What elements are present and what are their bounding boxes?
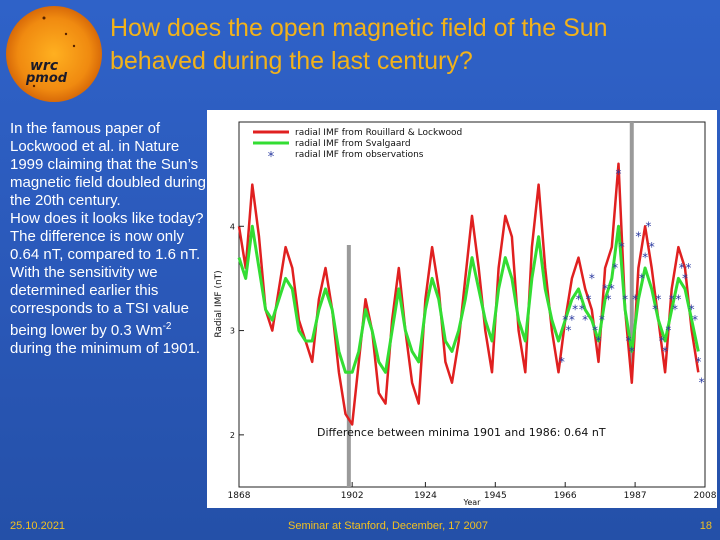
obs-point: * (582, 313, 588, 327)
obs-point: * (699, 376, 705, 390)
legend-entry-3: radial IMF from observations (295, 150, 424, 160)
obs-point: * (632, 292, 638, 306)
x-tick-label-1868: 1868 (228, 491, 251, 501)
logo-line1: wrc (30, 58, 59, 74)
x-axis-label: Year (463, 498, 482, 507)
footer-date: 25.10.2021 (10, 520, 66, 532)
body-text: In the famous paper of Lockwood et al. i… (10, 120, 206, 358)
body-paragraph-4: With the sensitivity we determined earli… (10, 264, 206, 358)
obs-point: * (669, 292, 675, 306)
body-paragraph-4-b: during the minimum of 1901. (10, 340, 201, 357)
minimum-marker-bar-1986 (629, 122, 634, 367)
series-line-rouillard-lockwood (237, 162, 700, 426)
obs-point: * (625, 334, 631, 348)
imf-chart-svg: ****************************************… (214, 121, 717, 507)
series-line-svalgaard (237, 224, 700, 374)
footer-seminar: Seminar at Stanford, December, 17 2007 (288, 520, 488, 532)
obs-point: * (645, 219, 651, 233)
body-paragraph-4-sup: -2 (162, 321, 172, 332)
y-tick-label-2: 2 (230, 431, 235, 440)
x-tick-label-1966: 1966 (554, 491, 577, 501)
obs-point: * (612, 261, 618, 275)
obs-point: * (569, 313, 575, 327)
obs-point: * (619, 240, 625, 254)
obs-point: * (695, 355, 701, 369)
obs-point: * (655, 292, 661, 306)
obs-point: * (642, 251, 648, 265)
obs-point: * (586, 292, 592, 306)
obs-point: * (685, 261, 691, 275)
logo-line2: pmod (25, 71, 68, 86)
obs-point: * (635, 230, 641, 244)
obs-point: * (692, 313, 698, 327)
body-paragraph-4-a: With the sensitivity we determined earli… (10, 264, 189, 339)
obs-point: * (675, 292, 681, 306)
body-paragraph-1: In the famous paper of Lockwood et al. i… (10, 120, 206, 209)
minimum-marker-bar-1901 (346, 245, 351, 487)
legend-entry-1: radial IMF from Rouillard & Lockwood (295, 128, 462, 138)
obs-point: * (615, 167, 621, 181)
chart-annotation: Difference between minima 1901 and 1986:… (317, 426, 606, 439)
x-tick-label-1987: 1987 (624, 491, 647, 501)
obs-point: * (576, 292, 582, 306)
obs-point: * (682, 271, 688, 285)
x-tick-label-2008: 2008 (694, 491, 717, 501)
legend-swatch-obs: * (268, 150, 275, 165)
obs-point: * (572, 303, 578, 317)
body-paragraph-2: How does it looks like today? (10, 210, 204, 227)
obs-point: * (605, 292, 611, 306)
obs-point: * (579, 303, 585, 317)
obs-point: * (602, 282, 608, 296)
wrc-pmod-logo: wrc pmod (4, 4, 104, 104)
obs-point: * (595, 334, 601, 348)
obs-point: * (652, 303, 658, 317)
title-line-2: behaved during the last century? (110, 47, 473, 75)
footer-page-number: 18 (699, 520, 712, 532)
imf-chart: * * * * * * * * * * * * * * * * * * * * * * * * * * * * * * * * * * * * * * * *… (207, 110, 717, 508)
obs-point: * (622, 292, 628, 306)
title-line-1: How does the open magnetic field of the … (110, 14, 608, 42)
obs-point: * (679, 261, 685, 275)
x-tick-label-1945: 1945 (484, 491, 507, 501)
obs-point: * (659, 334, 665, 348)
y-axis-label: Radial IMF (nT) (214, 270, 224, 337)
obs-point: * (689, 303, 695, 317)
obs-point: * (609, 282, 615, 296)
obs-point: * (639, 271, 645, 285)
obs-point: * (599, 313, 605, 327)
obs-point: * (589, 271, 595, 285)
x-tick-label-1902: 1902 (341, 491, 364, 501)
obs-point: * (566, 324, 572, 338)
legend-entry-2: radial IMF from Svalgaard (295, 139, 411, 149)
obs-point: * (559, 355, 565, 369)
slide-title: How does the open magnetic field of the … (110, 12, 716, 78)
obs-point: * (592, 324, 598, 338)
plot-frame (238, 121, 706, 488)
y-tick-label-3: 3 (230, 327, 235, 336)
obs-point: * (662, 344, 668, 358)
obs-point: * (629, 344, 635, 358)
obs-point: * (672, 303, 678, 317)
body-paragraph-3: The difference is now only 0.64 nT, comp… (10, 228, 201, 263)
obs-point: * (649, 240, 655, 254)
obs-point: * (562, 313, 568, 327)
x-tick-label-1924: 1924 (414, 491, 437, 501)
obs-point: * (665, 324, 671, 338)
y-tick-label-4: 4 (230, 222, 235, 231)
